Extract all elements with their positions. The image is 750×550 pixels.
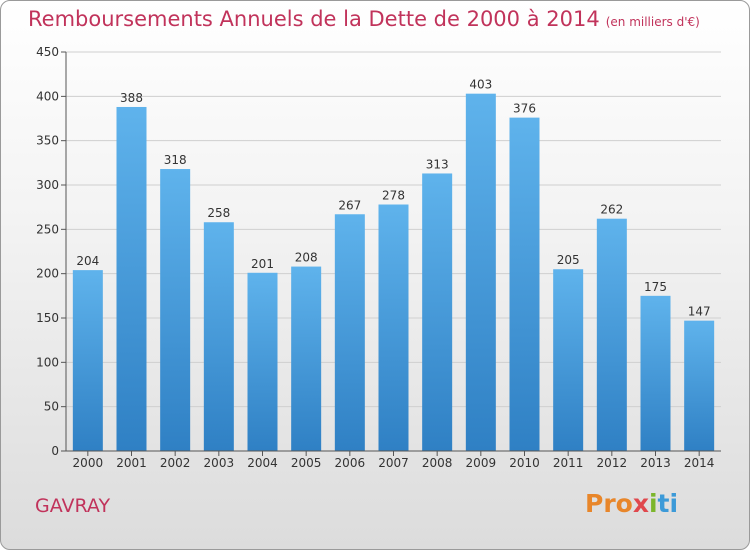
value-label-2011: 205	[557, 253, 580, 267]
y-tick-label: 200	[36, 267, 59, 281]
data-labels: 204 388 318 258 201 208 267 278 313 403 376 205 262 1…	[76, 78, 710, 319]
bars	[72, 93, 715, 452]
value-label-2006: 267	[338, 198, 361, 212]
bar-2010[interactable]	[509, 117, 540, 451]
x-tick-label-2003: 2003	[204, 456, 235, 470]
logo-part-4: ti	[657, 489, 679, 518]
y-tick-label: 100	[36, 355, 59, 369]
bar-2002[interactable]	[160, 169, 191, 452]
bar-2007[interactable]	[378, 204, 409, 451]
city-name: GAVRAY	[35, 495, 111, 517]
x-tick-label-2007: 2007	[378, 456, 409, 470]
x-tick-label-2012: 2012	[597, 456, 628, 470]
y-tick-label: 50	[44, 400, 59, 414]
value-label-2007: 278	[382, 189, 405, 203]
y-tick-label: 450	[36, 45, 59, 59]
x-tick-label-2006: 2006	[335, 456, 366, 470]
y-tick-label: 300	[36, 178, 59, 192]
x-tick-label-2009: 2009	[466, 456, 497, 470]
bar-2012[interactable]	[596, 218, 627, 451]
x-tick-label-2011: 2011	[553, 456, 584, 470]
x-tick-label-2000: 2000	[73, 456, 104, 470]
bar-2014[interactable]	[684, 320, 715, 451]
y-tick-label: 150	[36, 311, 59, 325]
chart-title: Remboursements Annuels de la Dette de 20…	[28, 7, 700, 31]
bar-2011[interactable]	[553, 269, 584, 451]
value-label-2005: 208	[295, 251, 318, 265]
bar-2004[interactable]	[247, 272, 278, 451]
y-tick-label: 250	[36, 222, 59, 236]
x-tick-label-2001: 2001	[116, 456, 147, 470]
bar-2000[interactable]	[72, 270, 103, 451]
value-label-2000: 204	[76, 254, 99, 268]
bar-2001[interactable]	[116, 106, 147, 452]
bar-2013[interactable]	[640, 295, 671, 451]
value-label-2014: 147	[688, 305, 711, 319]
chart-subtitle: (en milliers d'€)	[605, 15, 700, 29]
bar-2005[interactable]	[291, 266, 322, 451]
x-tick-label-2002: 2002	[160, 456, 191, 470]
value-label-2009: 403	[469, 78, 492, 92]
value-label-2002: 318	[164, 153, 187, 167]
y-tick-label: 350	[36, 134, 59, 148]
proxiti-logo[interactable]: Proxiti	[585, 489, 678, 518]
y-tick-label: 400	[36, 89, 59, 103]
value-label-2001: 388	[120, 91, 143, 105]
logo-part-3: i	[648, 489, 658, 518]
y-tick-label: 0	[51, 444, 59, 458]
x-tick-label-2014: 2014	[684, 456, 715, 470]
x-tick-label-2008: 2008	[422, 456, 453, 470]
x-tick-label-2004: 2004	[247, 456, 278, 470]
x-tick-label-2013: 2013	[640, 456, 671, 470]
bar-2009[interactable]	[465, 93, 496, 451]
bar-2006[interactable]	[334, 214, 365, 451]
logo-part-1: Pro	[585, 489, 633, 518]
value-label-2003: 258	[207, 206, 230, 220]
value-label-2010: 376	[513, 102, 536, 116]
axes: 0 50 100 150 200 250 300 350 400 450 2000 2001 2002 2…	[36, 45, 721, 470]
logo-part-2: x	[632, 489, 649, 518]
value-label-2013: 175	[644, 280, 667, 294]
value-label-2008: 313	[426, 157, 449, 171]
value-label-2004: 201	[251, 257, 274, 271]
chart-title-text: Remboursements Annuels de la Dette de 20…	[28, 7, 600, 31]
x-tick-label-2005: 2005	[291, 456, 322, 470]
value-label-2012: 262	[600, 203, 623, 217]
x-tick-label-2010: 2010	[509, 456, 540, 470]
bar-2003[interactable]	[203, 222, 234, 451]
bar-2008[interactable]	[422, 173, 453, 451]
